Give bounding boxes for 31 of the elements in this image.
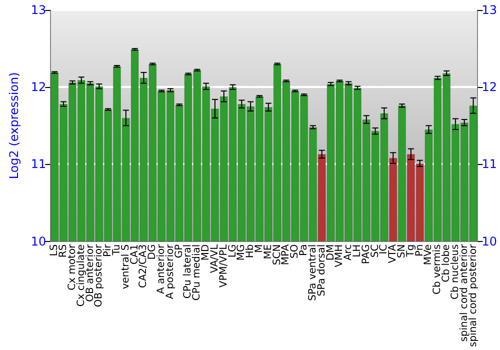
y2-tick-label: 13 bbox=[482, 3, 498, 17]
x-tick-label: SPa dorsal bbox=[316, 244, 328, 296]
x-tick-label: DG bbox=[147, 244, 158, 260]
x-tick-label: VA/VL bbox=[209, 244, 220, 274]
x-tick-label: Cx cingulate bbox=[76, 244, 87, 307]
x-tick-label: PAG bbox=[360, 244, 372, 264]
y-tick-label: 12 bbox=[30, 80, 46, 94]
y-tick-label: 13 bbox=[30, 3, 46, 17]
y-axis-title: Log2 (expression) bbox=[7, 72, 21, 180]
x-tick-label: Cb lobe bbox=[441, 244, 452, 282]
x-tick-label: RS bbox=[58, 244, 70, 258]
x-tick-label: M bbox=[254, 244, 265, 253]
x-tick-label: ventral S bbox=[120, 244, 132, 290]
x-tick-label: spinal cord anterior bbox=[458, 243, 470, 342]
x-tick-label: LH bbox=[352, 244, 363, 258]
x-tick-label: MVe bbox=[423, 244, 434, 266]
x-tick-label: Tg bbox=[405, 244, 416, 258]
x-tick-label: Pa bbox=[298, 244, 310, 256]
x-tick-label: GP bbox=[174, 244, 185, 258]
x-tick-label: Tu bbox=[111, 244, 122, 256]
y-tick-label: 10 bbox=[30, 234, 46, 248]
x-tick-label: spinal cord posterior bbox=[468, 243, 479, 348]
x-tick-label: VPM/VPL bbox=[218, 244, 230, 288]
x-tick-label: ME bbox=[262, 244, 274, 260]
y2-tick-label: 11 bbox=[482, 157, 498, 172]
y2-tick-label: 10 bbox=[482, 234, 498, 248]
y-tick-label: 11 bbox=[30, 157, 46, 172]
x-tick-label: OB posterior bbox=[94, 243, 105, 308]
y2-tick-label: 12 bbox=[482, 80, 498, 94]
x-tick-label: SCN bbox=[272, 244, 283, 266]
x-tick-label: A posterior bbox=[164, 243, 176, 300]
